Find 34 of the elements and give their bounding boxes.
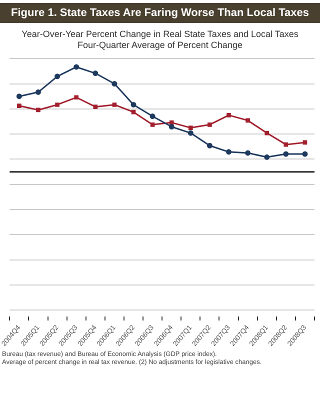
point bbox=[264, 130, 270, 136]
point bbox=[169, 120, 174, 125]
point bbox=[284, 142, 288, 147]
point bbox=[246, 118, 250, 123]
point bbox=[74, 95, 79, 100]
point bbox=[74, 64, 80, 70]
point bbox=[35, 89, 41, 95]
point bbox=[130, 102, 136, 108]
point bbox=[92, 70, 98, 76]
point bbox=[188, 130, 194, 136]
point bbox=[188, 126, 193, 130]
point bbox=[206, 142, 212, 148]
point bbox=[208, 122, 212, 127]
point bbox=[283, 151, 289, 157]
point bbox=[112, 81, 118, 87]
point bbox=[55, 102, 60, 107]
point bbox=[226, 149, 232, 155]
point bbox=[93, 104, 98, 109]
point bbox=[245, 150, 251, 156]
point bbox=[36, 108, 40, 112]
point bbox=[150, 122, 155, 127]
point bbox=[17, 104, 22, 108]
chart-subtitle: Year-Over-Year Percent Change in Real State Taxes and Local Taxes Four-Quarter Average of Percent Change bbox=[20, 29, 300, 51]
point bbox=[150, 114, 156, 120]
point bbox=[112, 102, 117, 107]
point bbox=[131, 110, 136, 114]
point bbox=[16, 94, 22, 100]
point bbox=[302, 151, 308, 157]
point bbox=[302, 140, 308, 145]
point bbox=[168, 124, 174, 130]
point bbox=[226, 113, 231, 118]
chart-title: Figure 1. State Taxes Are Faring Worse Than Local Taxes bbox=[0, 3, 320, 23]
point bbox=[264, 154, 270, 160]
point bbox=[54, 74, 60, 80]
